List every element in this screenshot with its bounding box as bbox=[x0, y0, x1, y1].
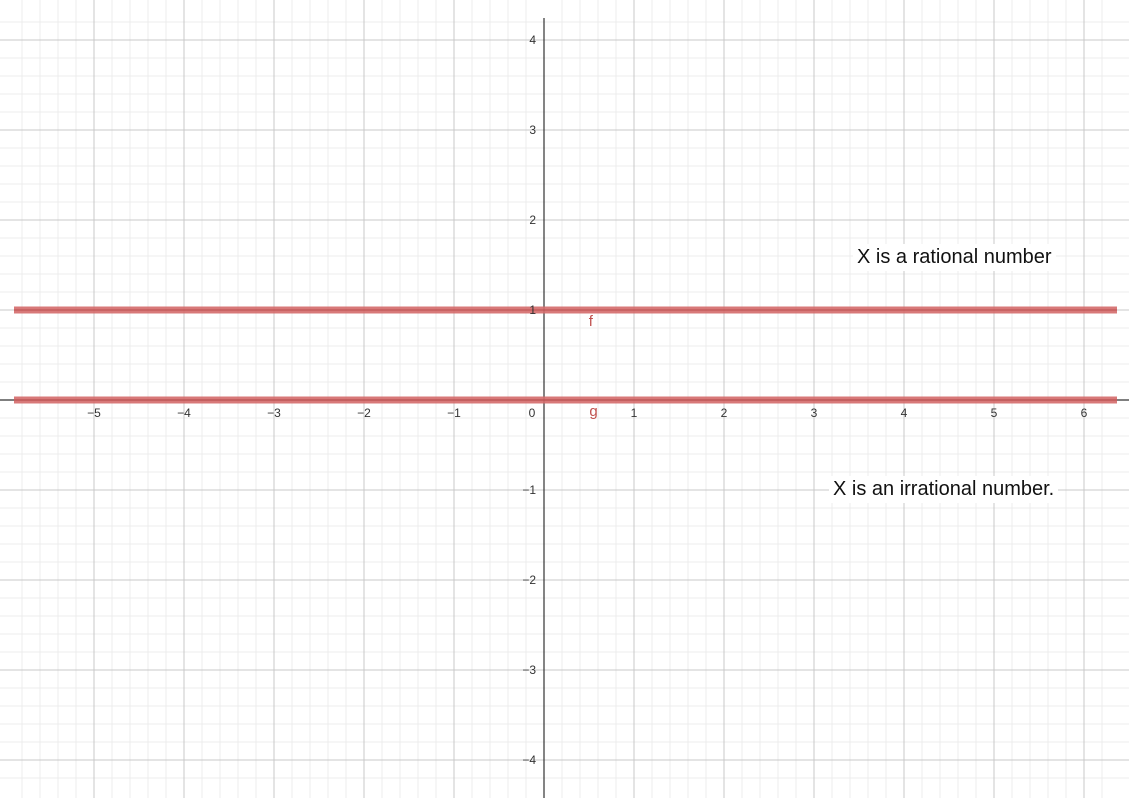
x-tick-label: 4 bbox=[901, 406, 908, 420]
y-tick-label: 4 bbox=[529, 33, 536, 47]
series-label-g: g bbox=[589, 403, 597, 420]
x-tick-label: 3 bbox=[811, 406, 818, 420]
axes bbox=[0, 18, 1129, 798]
x-tick-label: −2 bbox=[357, 406, 371, 420]
y-tick-label: −4 bbox=[522, 753, 536, 767]
x-tick-label: 5 bbox=[991, 406, 998, 420]
x-tick-label: 2 bbox=[721, 406, 728, 420]
x-tick-label: −3 bbox=[267, 406, 281, 420]
x-tick-label: −1 bbox=[447, 406, 461, 420]
origin-label: 0 bbox=[529, 406, 536, 420]
x-tick-label: −4 bbox=[177, 406, 191, 420]
x-tick-label: −5 bbox=[87, 406, 101, 420]
series-label-f: f bbox=[589, 313, 594, 330]
x-tick-label: 1 bbox=[631, 406, 638, 420]
y-tick-label: −1 bbox=[522, 483, 536, 497]
x-tick-label: 6 bbox=[1081, 406, 1088, 420]
y-tick-label: −2 bbox=[522, 573, 536, 587]
y-tick-label: 1 bbox=[529, 303, 536, 317]
series-labels: fg bbox=[589, 313, 598, 420]
annotation-rational: X is a rational number bbox=[853, 244, 1056, 271]
tick-labels: −5 −4 −3 −2 −1 1 2 3 4 5 6 0 −4 −3 −2 −1 1 2 3 4 bbox=[87, 33, 1088, 767]
series-lines bbox=[14, 306, 1117, 404]
y-tick-label: 3 bbox=[529, 123, 536, 137]
y-tick-label: −3 bbox=[522, 663, 536, 677]
y-tick-label: 2 bbox=[529, 213, 536, 227]
annotation-irrational: X is an irrational number. bbox=[829, 476, 1059, 503]
